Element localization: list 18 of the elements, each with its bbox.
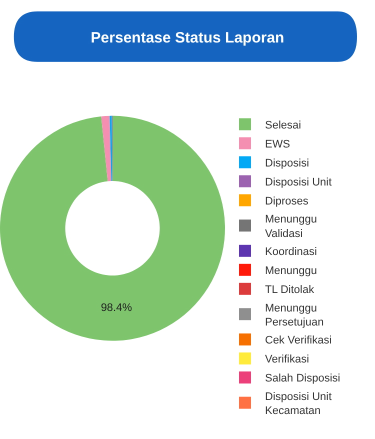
legend-label: Verifikasi [265, 354, 310, 366]
legend-label: Cek Verifikasi [265, 334, 332, 347]
legend-label: Koordinasi [265, 246, 317, 258]
legend-label: Salah Disposisi [265, 372, 340, 385]
legend-label: Disposisi [265, 158, 310, 170]
legend-label: Disposisi Unit [265, 176, 332, 189]
legend-label: TL Ditolak [265, 284, 315, 296]
legend-label: Menunggu [265, 265, 317, 278]
chart-title: Persentase Status Laporan [90, 29, 284, 46]
data-label: 98.4% [100, 302, 132, 314]
legend-label: Diproses [265, 196, 309, 208]
legend-label: Disposisi Unit Kecamatan [265, 390, 332, 418]
legend-label: Menunggu Validasi [265, 214, 317, 240]
donut-slice [0, 116, 225, 341]
donut-slice [101, 116, 112, 182]
legend-label: Selesai [265, 120, 302, 132]
legend-label: Menunggu Persetujuan [265, 302, 324, 329]
legend-label: EWS [265, 138, 290, 151]
